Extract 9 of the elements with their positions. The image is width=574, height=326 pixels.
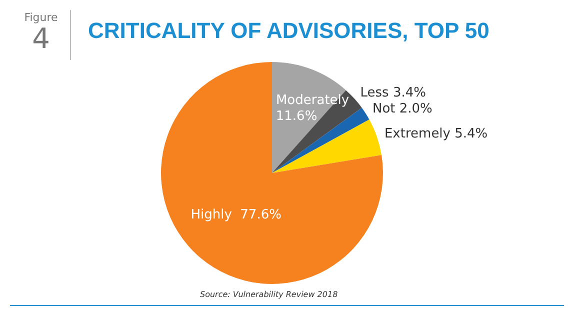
- text: Figure: [23, 11, 59, 24]
- chart-title: CRITICALITY OF ADVISORIES, TOP 50: [88, 18, 490, 44]
- slice-label: Extremely 5.4%: [384, 126, 488, 142]
- slice-label: Highly 77.6%: [190, 208, 282, 223]
- data-label: 11.6%: [276, 109, 318, 124]
- text: 4: [32, 22, 50, 55]
- source-note: Source: Vulnerability Review 2018: [200, 290, 338, 299]
- slice-label: Less 3.4%: [360, 86, 426, 101]
- slice-label: Not 2.0%: [372, 102, 432, 117]
